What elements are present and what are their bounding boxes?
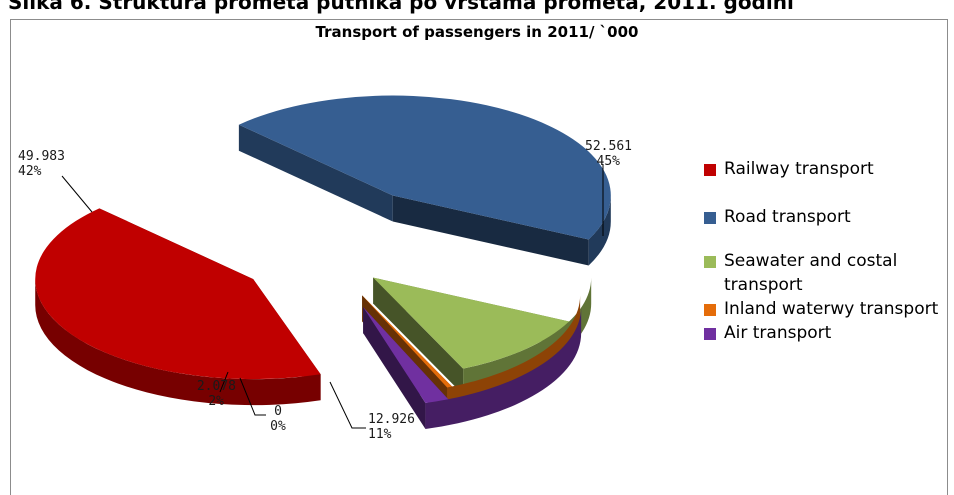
slice-top (373, 277, 570, 369)
pie-slice-seawater (373, 277, 592, 395)
data-label-percent: 2% (208, 394, 224, 409)
legend-item-air: Air transport (704, 321, 949, 345)
legend-label-road: Road transport (724, 207, 851, 227)
slice-wall (238, 124, 393, 222)
leader-line (239, 377, 266, 416)
pie-slice-air (363, 307, 582, 430)
legend-label-air: Air transport (724, 323, 832, 343)
data-label-inland: 00% (239, 377, 286, 434)
slice-wall (392, 195, 589, 266)
chart-legend: Railway transport Road transport Seawate… (704, 157, 949, 345)
slice-top (35, 208, 321, 380)
slice-outer-wall (588, 195, 611, 266)
legend-label-seawater: Seawater and costal transport (724, 251, 898, 295)
leader-line (329, 381, 366, 429)
chart-title: Transport of passengers in 2011/ `000 (315, 23, 639, 41)
legend-item-railway: Railway transport (704, 157, 949, 181)
leader-line (219, 371, 229, 393)
legend-swatch-air (704, 328, 716, 340)
slice-outer-wall (447, 295, 581, 414)
leader-line (61, 175, 93, 213)
slice-outer-wall (35, 279, 321, 406)
data-label-percent: 0% (270, 419, 286, 434)
data-label-value: 12.926 (368, 412, 415, 427)
legend-swatch-inland (704, 304, 716, 316)
data-label-value: 49.983 (18, 149, 65, 164)
slice-top (363, 307, 449, 404)
slice-outer-wall (463, 277, 592, 395)
legend-swatch-seawater (704, 256, 716, 268)
slice-wall (373, 277, 464, 395)
data-label-percent: 45% (597, 154, 621, 169)
slice-top (238, 95, 611, 240)
data-label-value: 0 (274, 404, 282, 419)
legend-item-seawater: Seawater and costal transport (704, 249, 949, 297)
pie-slice-railway (35, 208, 321, 406)
data-label-value: 2.078 (197, 379, 236, 394)
legend-label-inland: Inland waterwy transport (724, 299, 939, 319)
legend-item-road: Road transport (704, 205, 949, 229)
legend-label-railway: Railway transport (724, 159, 874, 179)
data-label-value: 52.561 (585, 139, 632, 154)
data-label-percent: 42% (18, 164, 42, 179)
slice-top (362, 295, 453, 388)
legend-item-inland: Inland waterwy transport (704, 297, 949, 321)
legend-swatch-railway (704, 164, 716, 176)
figure-caption: Slika 6. Struktura prometa putnika po vr… (8, 0, 794, 14)
data-label-percent: 11% (368, 427, 392, 442)
legend-swatch-road (704, 212, 716, 224)
pie-slice-road (238, 95, 611, 266)
slice-outer-wall (425, 307, 582, 430)
slice-wall (363, 307, 426, 430)
